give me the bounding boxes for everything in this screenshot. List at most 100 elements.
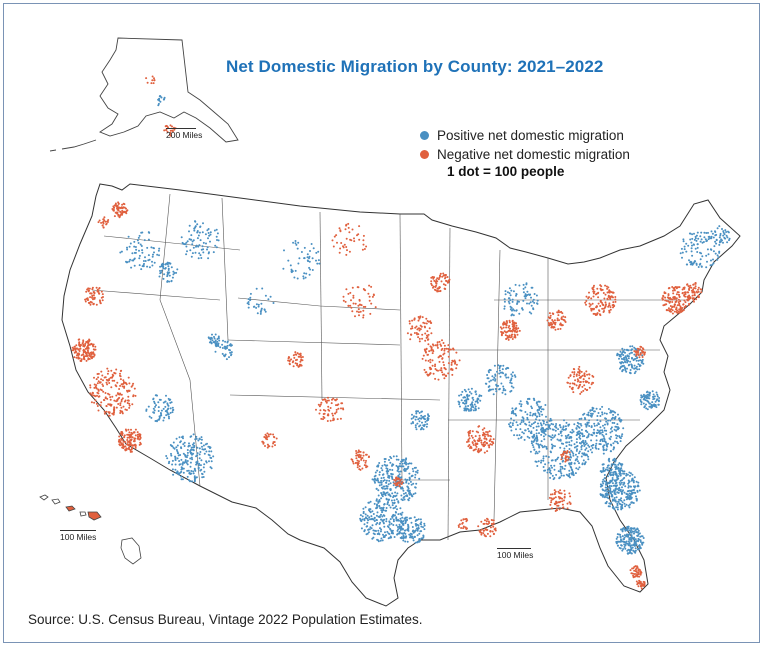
positive-dot	[590, 414, 593, 417]
positive-dot	[170, 454, 173, 457]
negative-dot	[582, 380, 585, 383]
positive-dot	[601, 413, 604, 416]
positive-dot	[387, 470, 390, 473]
positive-dot	[152, 407, 155, 410]
positive-dot	[364, 506, 367, 509]
negative-dot	[440, 367, 443, 370]
negative-dot	[557, 328, 560, 331]
negative-dot	[442, 272, 445, 275]
positive-dot	[383, 535, 386, 538]
negative-dot	[577, 368, 580, 370]
positive-dot	[599, 408, 602, 411]
positive-dot	[561, 428, 564, 431]
positive-dot	[593, 424, 596, 427]
negative-dot	[681, 307, 684, 309]
positive-dot	[180, 458, 183, 461]
positive-dot	[617, 489, 620, 492]
hawaii-inset	[39, 494, 142, 565]
negative-dot	[351, 310, 354, 313]
negative-dot	[107, 379, 110, 382]
positive-dot	[610, 417, 613, 420]
positive-dot	[522, 419, 525, 422]
negative-dot	[119, 206, 122, 209]
negative-dot	[339, 230, 342, 233]
positive-dot	[528, 302, 531, 305]
positive-dot	[580, 417, 583, 420]
positive-dot	[180, 478, 183, 481]
positive-dot	[158, 275, 161, 278]
positive-dot	[401, 516, 404, 519]
negative-dot	[503, 323, 506, 326]
positive-dot	[390, 475, 393, 478]
positive-dot	[597, 448, 600, 450]
positive-dot	[619, 440, 622, 443]
positive-dot	[507, 376, 510, 379]
positive-dot	[574, 453, 577, 456]
positive-dot	[609, 487, 612, 490]
negative-dot	[480, 441, 483, 444]
positive-dot	[389, 518, 392, 521]
positive-dot	[691, 254, 694, 257]
negative-dot	[354, 315, 356, 318]
positive-dot	[400, 494, 403, 497]
negative-dot	[492, 532, 495, 535]
positive-dot	[294, 242, 297, 245]
negative-dot	[489, 535, 492, 538]
positive-dot	[621, 486, 623, 489]
negative-dot	[320, 401, 323, 404]
positive-dot	[603, 496, 606, 499]
negative-dot	[111, 379, 114, 382]
negative-dot	[341, 402, 344, 405]
positive-dot	[594, 444, 597, 447]
negative-dot	[119, 375, 122, 378]
positive-dot	[188, 230, 190, 233]
negative-dot	[82, 353, 85, 356]
positive-dot	[569, 431, 572, 434]
negative-dot	[356, 286, 359, 289]
positive-dot	[536, 403, 539, 406]
positive-dot	[293, 276, 296, 279]
positive-dot	[191, 443, 194, 446]
positive-dot	[362, 512, 365, 515]
positive-dot	[526, 416, 529, 419]
positive-dot	[408, 492, 411, 495]
negative-dot	[119, 211, 122, 213]
positive-dot	[424, 420, 427, 423]
positive-dot	[389, 506, 392, 509]
positive-dot	[563, 447, 566, 450]
negative-dot	[347, 292, 350, 295]
negative-dot	[120, 443, 123, 446]
positive-dot	[625, 474, 628, 477]
positive-dot	[632, 544, 634, 547]
positive-dot	[712, 258, 714, 261]
positive-dot	[408, 497, 411, 500]
positive-dot	[404, 478, 407, 481]
positive-dot	[625, 540, 628, 543]
negative-dot	[347, 304, 350, 307]
negative-dot	[504, 334, 507, 337]
positive-dot	[196, 230, 199, 232]
negative-dot	[428, 350, 431, 353]
positive-dot	[633, 353, 636, 356]
positive-dot	[557, 428, 560, 431]
positive-dot	[371, 537, 374, 540]
positive-dot	[498, 372, 501, 375]
positive-dot	[427, 417, 430, 420]
negative-dot	[84, 342, 87, 345]
positive-dot	[510, 373, 513, 376]
positive-dot	[622, 470, 624, 473]
positive-dot	[682, 238, 685, 241]
positive-dot	[391, 473, 394, 476]
negative-dot	[605, 285, 608, 288]
positive-dot	[711, 263, 714, 266]
negative-dot	[92, 394, 95, 397]
positive-dot	[541, 446, 544, 449]
positive-dot	[368, 509, 370, 512]
negative-dot	[585, 380, 587, 383]
positive-dot	[147, 231, 150, 234]
positive-dot	[630, 534, 633, 537]
positive-dot	[225, 358, 228, 361]
negative-dot	[592, 292, 595, 295]
negative-dot	[492, 525, 495, 528]
positive-dot	[470, 392, 473, 395]
